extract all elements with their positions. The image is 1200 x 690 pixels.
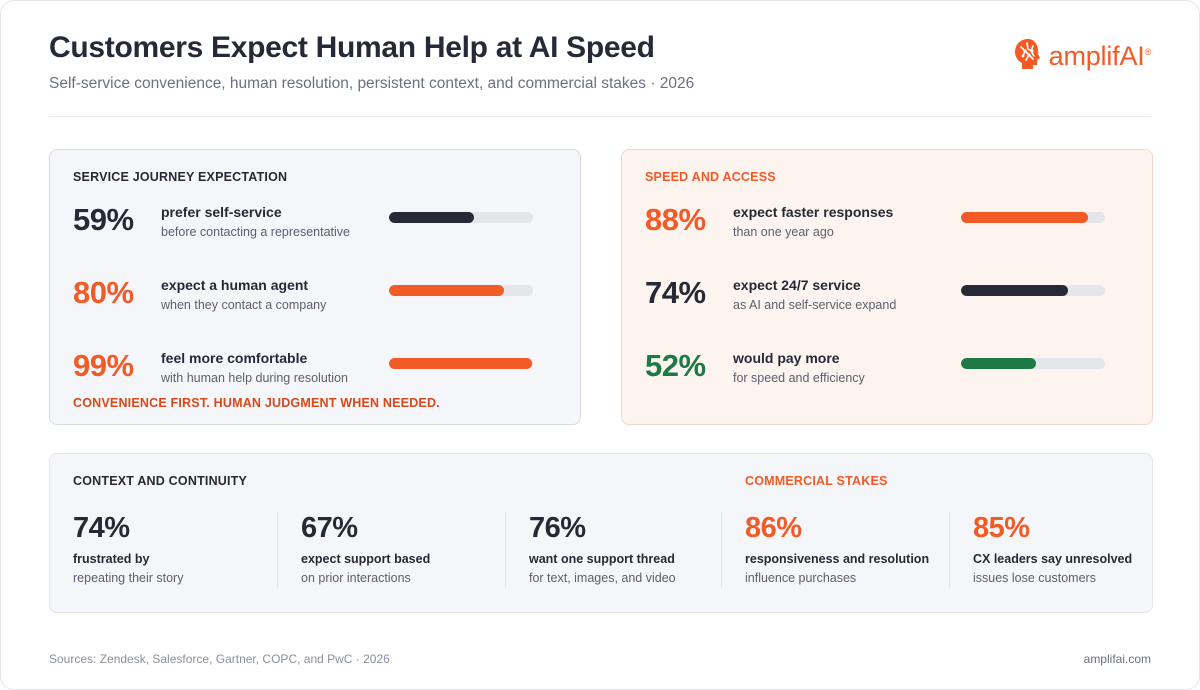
section-label-speed-access: SPEED AND ACCESS: [645, 170, 776, 184]
stat-detail: for speed and efficiency: [733, 371, 865, 385]
progress-fill: [961, 358, 1036, 369]
column-divider: [505, 512, 506, 588]
stat-heading: expect a human agent: [161, 277, 309, 293]
progress-fill: [389, 358, 532, 369]
service-journey-card: SERVICE JOURNEY EXPECTATION 59% prefer s…: [49, 149, 581, 425]
footer-site-link[interactable]: amplifai.com: [1083, 652, 1151, 666]
stat-percent: 86%: [745, 512, 802, 544]
column-divider: [949, 512, 950, 588]
page-subtitle: Self-service convenience, human resoluti…: [49, 75, 695, 92]
stat-percent: 99%: [73, 348, 134, 383]
progress-track: [961, 358, 1105, 369]
stat-percent: 59%: [73, 202, 134, 237]
stat-percent: 67%: [301, 512, 358, 544]
journey-tagline: CONVENIENCE FIRST. HUMAN JUDGMENT WHEN N…: [73, 396, 440, 410]
registered-mark: ®: [1144, 47, 1152, 57]
progress-track: [961, 285, 1105, 296]
context-item-repeating-story: 74% frustrated by repeating their story: [73, 512, 273, 596]
stat-percent: 74%: [73, 512, 130, 544]
stat-percent: 88%: [645, 202, 706, 237]
stat-detail: than one year ago: [733, 225, 834, 239]
brand-logo: amplifAI®: [1013, 37, 1151, 76]
stat-heading: feel more comfortable: [161, 350, 308, 366]
stat-heading: would pay more: [733, 350, 840, 366]
brain-logo-icon: [1013, 37, 1043, 76]
column-divider: [721, 512, 722, 588]
stat-detail: with human help during resolution: [161, 371, 348, 385]
section-label-context: CONTEXT AND CONTINUITY: [73, 474, 248, 488]
stat-detail: for text, images, and video: [529, 571, 676, 585]
context-item-prior-interactions: 67% expect support based on prior intera…: [301, 512, 501, 596]
context-item-one-thread: 76% want one support thread for text, im…: [529, 512, 729, 596]
footer-sources: Sources: Zendesk, Salesforce, Gartner, C…: [49, 652, 390, 666]
brand-name: amplifAI®: [1048, 41, 1152, 71]
stat-heading: frustrated by: [73, 552, 150, 566]
stat-heading: want one support thread: [529, 552, 675, 566]
stat-detail: before contacting a representative: [161, 225, 351, 239]
progress-fill: [389, 212, 474, 223]
section-label-commercial: COMMERCIAL STAKES: [745, 474, 888, 488]
stat-heading: responsiveness and resolution: [745, 552, 930, 566]
stat-heading: prefer self-service: [161, 204, 282, 220]
context-commercial-card: CONTEXT AND CONTINUITY COMMERCIAL STAKES…: [49, 453, 1153, 613]
column-divider: [277, 512, 278, 588]
stat-row-self-service: 59% prefer self-service before contactin…: [73, 202, 543, 246]
stat-heading: expect 24/7 service: [733, 277, 861, 293]
header-divider: [49, 116, 1151, 117]
section-label-service-journey: SERVICE JOURNEY EXPECTATION: [73, 170, 288, 184]
progress-track: [389, 285, 533, 296]
stat-percent: 52%: [645, 348, 706, 383]
stat-detail: influence purchases: [745, 571, 857, 585]
progress-fill: [961, 212, 1088, 223]
progress-fill: [389, 285, 505, 296]
stat-percent: 76%: [529, 512, 586, 544]
stat-row-24-7-service: 74% expect 24/7 service as AI and self-s…: [645, 275, 1115, 319]
stat-detail: issues lose customers: [973, 571, 1096, 585]
stat-percent: 80%: [73, 275, 134, 310]
commercial-item-lose-customers: 85% CX leaders say unresolved issues los…: [973, 512, 1143, 596]
progress-track: [389, 212, 533, 223]
stat-row-pay-more: 52% would pay more for speed and efficie…: [645, 348, 1115, 392]
stat-heading: CX leaders say unresolved: [973, 552, 1133, 566]
stat-heading: expect support based: [301, 552, 431, 566]
speed-access-card: SPEED AND ACCESS 88% expect faster respo…: [621, 149, 1153, 425]
progress-track: [389, 358, 533, 369]
stat-detail: when they contact a company: [161, 298, 327, 312]
stat-detail: on prior interactions: [301, 571, 411, 585]
commercial-item-purchases: 86% responsiveness and resolution influe…: [745, 512, 945, 596]
progress-track: [961, 212, 1105, 223]
stat-row-faster-responses: 88% expect faster responses than one yea…: [645, 202, 1115, 246]
stat-row-human-agent: 80% expect a human agent when they conta…: [73, 275, 543, 319]
stat-detail: as AI and self-service expand: [733, 298, 897, 312]
stat-heading: expect faster responses: [733, 204, 894, 220]
page-title: Customers Expect Human Help at AI Speed: [49, 31, 655, 64]
progress-fill: [961, 285, 1068, 296]
stat-row-comfortable: 99% feel more comfortable with human hel…: [73, 348, 543, 392]
stat-detail: repeating their story: [73, 571, 184, 585]
stat-percent: 85%: [973, 512, 1030, 544]
stat-percent: 74%: [645, 275, 706, 310]
